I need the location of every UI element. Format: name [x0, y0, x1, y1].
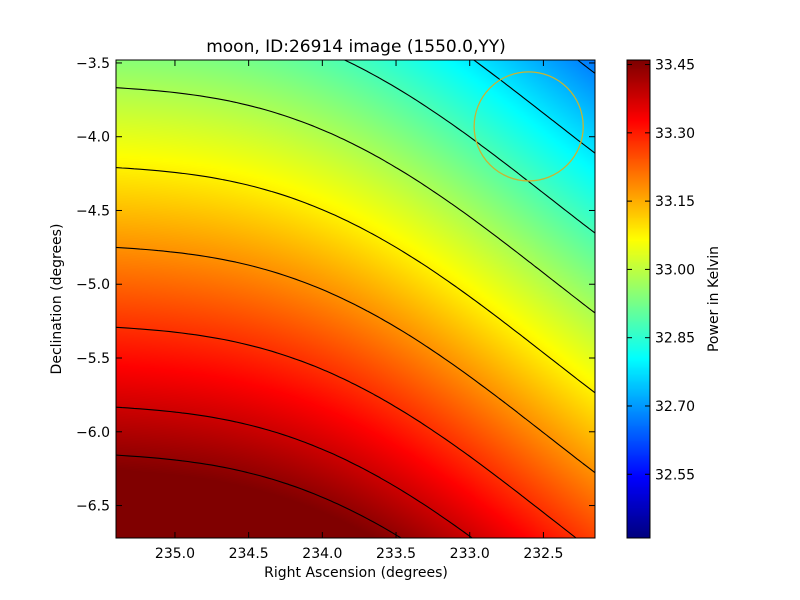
x-tick-label: 235.0	[155, 546, 195, 562]
colorbar-tick-label: 33.00	[655, 262, 695, 278]
colorbar-tick-label: 33.30	[655, 126, 695, 142]
colorbar-tick-label: 32.85	[655, 331, 695, 347]
colorbar-tick-label: 33.15	[655, 194, 695, 210]
contour-line	[344, 59, 596, 234]
chart-title: moon, ID:26914 image (1550.0,YY)	[206, 37, 506, 57]
contour-lines	[115, 59, 596, 539]
contour-line	[115, 167, 596, 394]
contour-line	[115, 454, 402, 539]
y-axis: −3.5 −4.0 −4.5 −5.0 −5.5 −6.0 −6.5	[76, 56, 595, 515]
plot-frame	[115, 59, 596, 539]
contour-line	[115, 246, 596, 474]
heatmap-image	[116, 60, 595, 538]
colorbar: 32.55 32.70 32.85 33.00 33.15 33.30 33.45 Powe…	[626, 58, 722, 539]
colorbar-tick-label: 32.70	[655, 399, 695, 415]
y-tick-label: −5.5	[76, 351, 110, 367]
x-tick-label: 232.5	[523, 546, 563, 562]
x-tick-label: 233.0	[450, 546, 490, 562]
contour-line	[473, 59, 596, 154]
colorbar-frame	[626, 59, 651, 539]
x-tick-label: 234.0	[302, 546, 342, 562]
colorbar-gradient	[627, 60, 650, 538]
colorbar-tick-label: 32.55	[655, 467, 695, 483]
y-tick-label: −6.0	[76, 425, 110, 441]
contour-line	[115, 406, 473, 539]
y-tick-label: −5.0	[76, 277, 110, 293]
y-tick-label: −6.5	[76, 499, 110, 515]
y-tick-label: −4.0	[76, 130, 110, 146]
contour-line	[577, 59, 596, 74]
x-axis: 235.0 234.5 234.0 233.5 233.0 232.5	[155, 60, 563, 562]
y-tick-label: −3.5	[76, 56, 110, 72]
y-axis-label: Declination (degrees)	[49, 224, 65, 375]
x-tick-label: 234.5	[229, 546, 269, 562]
moon-marker-circle	[473, 71, 584, 182]
x-axis-label: Right Ascension (degrees)	[264, 565, 448, 581]
contour-line	[115, 326, 577, 539]
colorbar-label: Power in Kelvin	[706, 246, 722, 352]
colorbar-tick-label: 33.45	[655, 58, 695, 74]
y-tick-label: −4.5	[76, 203, 110, 219]
colorbar-ticks: 32.55 32.70 32.85 33.00 33.15 33.30 33.45	[627, 58, 695, 483]
x-tick-label: 233.5	[376, 546, 416, 562]
contour-line	[115, 87, 596, 314]
plot-area: 235.0 234.5 234.0 233.5 233.0 232.5 −3.5−4.0−…	[76, 56, 596, 562]
